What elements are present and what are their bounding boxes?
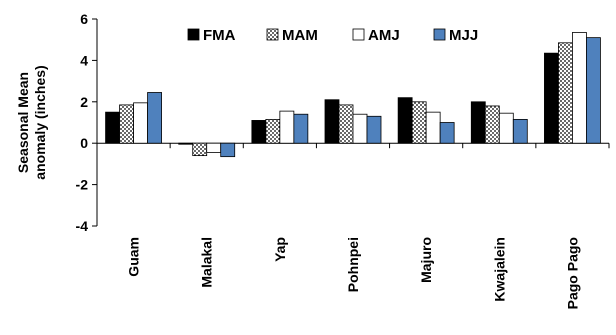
y-tick-label: 2 [80,94,88,110]
bar-mjj [293,113,309,144]
bar-fma [105,111,120,144]
y-tick-label: -2 [76,177,89,193]
bar-mam [338,104,354,144]
y-axis-title: Seasonal Mean anomaly (inches) [15,65,48,179]
bar-mjj [439,122,455,144]
legend-label-mam: MAM [282,27,318,44]
legend-swatch-mjj [433,28,446,41]
bar-fma [178,142,194,145]
legend-swatch-mam [266,28,279,41]
y-axis-title-line: Seasonal Mean [15,72,31,173]
legend-swatch-amj [352,28,365,41]
bar-mam [411,101,427,144]
bar-fma [397,97,413,144]
category-label: Guam [126,237,142,277]
bar-amj [498,112,514,144]
category-label: Yap [272,237,288,262]
y-axis-title-line: anomaly (inches) [32,65,48,179]
bar-fma [251,120,267,144]
bar-fma [470,101,486,144]
category-label: Pohnpei [345,237,361,292]
bar-amj [279,110,295,144]
y-ticks: -4 -2 0 2 4 6 [76,11,97,234]
bar-mjj [366,115,382,144]
category-label: Majuro [418,237,434,283]
y-tick-label: -4 [76,218,89,234]
legend-swatch-fma [187,28,200,41]
category-label: Kwajalein [491,237,507,302]
legend: FMA MAM AMJ MJJ [187,27,478,44]
bar-mam [192,142,208,157]
y-tick-label: 6 [80,11,88,27]
bar-mjj [512,118,528,144]
bar-amj [572,32,587,144]
legend-label-fma: FMA [203,27,236,44]
legend-label-amj: AMJ [368,27,400,44]
bar-amj [425,111,441,144]
bar-mjj [586,37,601,144]
category-label: Malakal [199,237,215,288]
bar-mam [265,118,281,144]
x-category-labels: Guam Malakal Yap Pohnpei Majuro Kwajalein Pago… [126,143,610,309]
bar-amj [206,142,222,153]
bars [105,32,601,158]
bar-mam [558,42,573,144]
bar-fma [544,52,559,144]
bar-amj [352,113,368,144]
bar-mam [119,104,134,144]
category-label: Pago Pago [564,237,580,309]
bar-fma [324,99,340,144]
y-tick-label: 0 [80,135,88,151]
bar-mjj [220,142,236,158]
bar-mjj [147,92,162,144]
legend-label-mjj: MJJ [449,27,478,44]
y-tick-label: 4 [80,52,88,68]
bar-mam [484,105,500,144]
bar-amj [133,102,148,144]
